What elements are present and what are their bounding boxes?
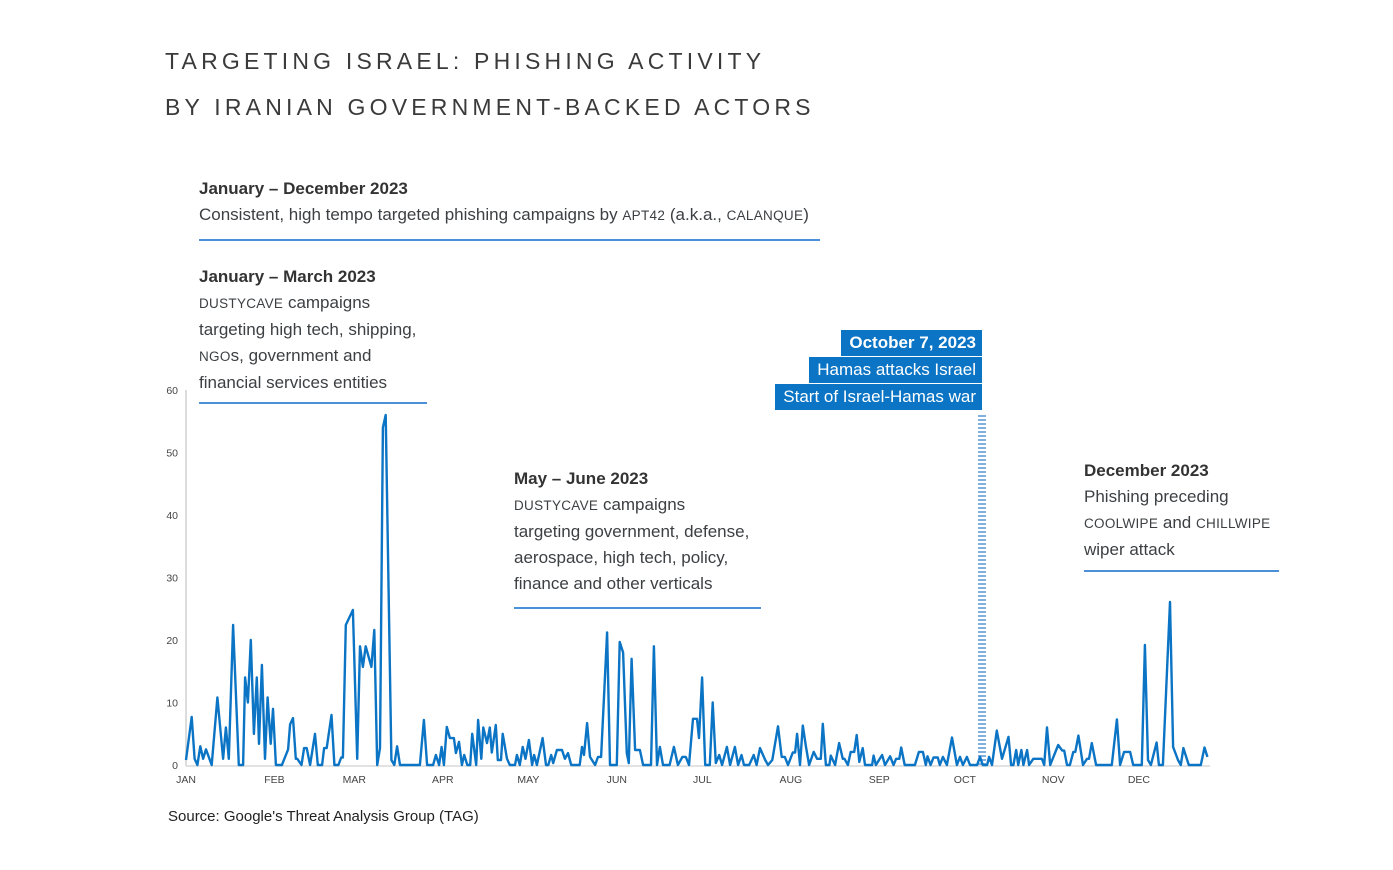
text: Consistent, high tempo targeted phishing…	[199, 205, 623, 224]
y-tick-label: 20	[166, 635, 178, 647]
annotation-text: Consistent, high tempo targeted phishing…	[199, 202, 809, 229]
annotation-line: finance and other verticals	[514, 574, 713, 593]
x-tick-label: AUG	[779, 774, 802, 786]
annotation-rule	[199, 402, 427, 404]
text: and	[1158, 513, 1196, 532]
text: s, government and	[230, 346, 372, 365]
annotation-line: DUSTYCAVE campaigns	[514, 492, 749, 519]
x-tick-label: JUN	[607, 774, 627, 786]
series-line-phishing-activity	[184, 413, 1209, 767]
text: (a.k.a.,	[665, 205, 727, 224]
annotation-heading: January – December 2023	[199, 179, 408, 198]
x-tick-label: NOV	[1042, 774, 1065, 786]
annotation-heading: January – March 2023	[199, 267, 376, 286]
annotation-line: wiper attack	[1084, 540, 1175, 559]
annotation-heading: December 2023	[1084, 461, 1209, 480]
malware-name: COOLWIPE	[1084, 516, 1159, 531]
actor-name: DUSTYCAVE	[199, 296, 284, 311]
chart-title-line-1: TARGETING ISRAEL: PHISHING ACTIVITY	[165, 48, 766, 74]
annotation-may-jun: May – June 2023 DUSTYCAVE campaigns targ…	[514, 466, 749, 597]
text: )	[803, 205, 809, 224]
annotation-line: DUSTYCAVE campaigns	[199, 290, 416, 317]
text: campaigns	[598, 495, 686, 514]
x-tick-label: OCT	[954, 774, 977, 786]
annotation-line: COOLWIPE and CHILLWIPE	[1084, 510, 1270, 537]
x-tick-label: MAR	[343, 774, 367, 786]
event-box-date: October 7, 2023	[841, 330, 982, 356]
source-note: Source: Google's Threat Analysis Group (…	[168, 808, 479, 825]
event-box-line: Hamas attacks Israel	[809, 357, 982, 383]
x-tick-label: APR	[432, 774, 454, 786]
actor-name: APT42	[622, 208, 666, 223]
text: campaigns	[283, 293, 371, 312]
y-tick-label: 50	[166, 448, 178, 460]
actor-name: DUSTYCAVE	[514, 498, 599, 513]
event-box-line: Start of Israel-Hamas war	[775, 384, 982, 410]
y-tick-label: 10	[166, 698, 178, 710]
annotation-line: targeting high tech, shipping,	[199, 320, 417, 339]
annotation-line: aerospace, high tech, policy,	[514, 548, 729, 567]
y-tick-label: 40	[166, 510, 178, 522]
annotation-rule	[199, 239, 820, 241]
x-tick-label: SEP	[869, 774, 890, 786]
annotation-jan-mar: January – March 2023 DUSTYCAVE campaigns…	[199, 264, 416, 396]
malware-name: CHILLWIPE	[1195, 516, 1271, 531]
annotation-jan-dec: January – December 2023 Consistent, high…	[199, 176, 809, 229]
annotation-line: Phishing preceding	[1084, 487, 1229, 506]
chart-title-line-2: BY IRANIAN GOVERNMENT-BACKED ACTORS	[165, 94, 815, 120]
annotation-december: December 2023 Phishing preceding COOLWIP…	[1084, 458, 1270, 563]
y-tick-label: 0	[172, 760, 178, 772]
y-tick-label: 60	[166, 385, 178, 397]
x-tick-label: JAN	[176, 774, 196, 786]
x-tick-label: JUL	[693, 774, 712, 786]
annotation-heading: May – June 2023	[514, 469, 649, 488]
annotation-rule	[514, 607, 761, 609]
x-tick-label: FEB	[264, 774, 284, 786]
text: NGO	[199, 349, 231, 364]
actor-name: CALANQUE	[726, 208, 804, 223]
x-tick-label: MAY	[517, 774, 539, 786]
annotation-line: financial services entities	[199, 373, 388, 392]
x-tick-label: DEC	[1128, 774, 1151, 786]
annotation-line: targeting government, defense,	[514, 522, 750, 541]
annotation-line: NGOs, government and	[199, 343, 416, 370]
y-tick-label: 30	[166, 573, 178, 585]
annotation-rule	[1084, 570, 1279, 572]
